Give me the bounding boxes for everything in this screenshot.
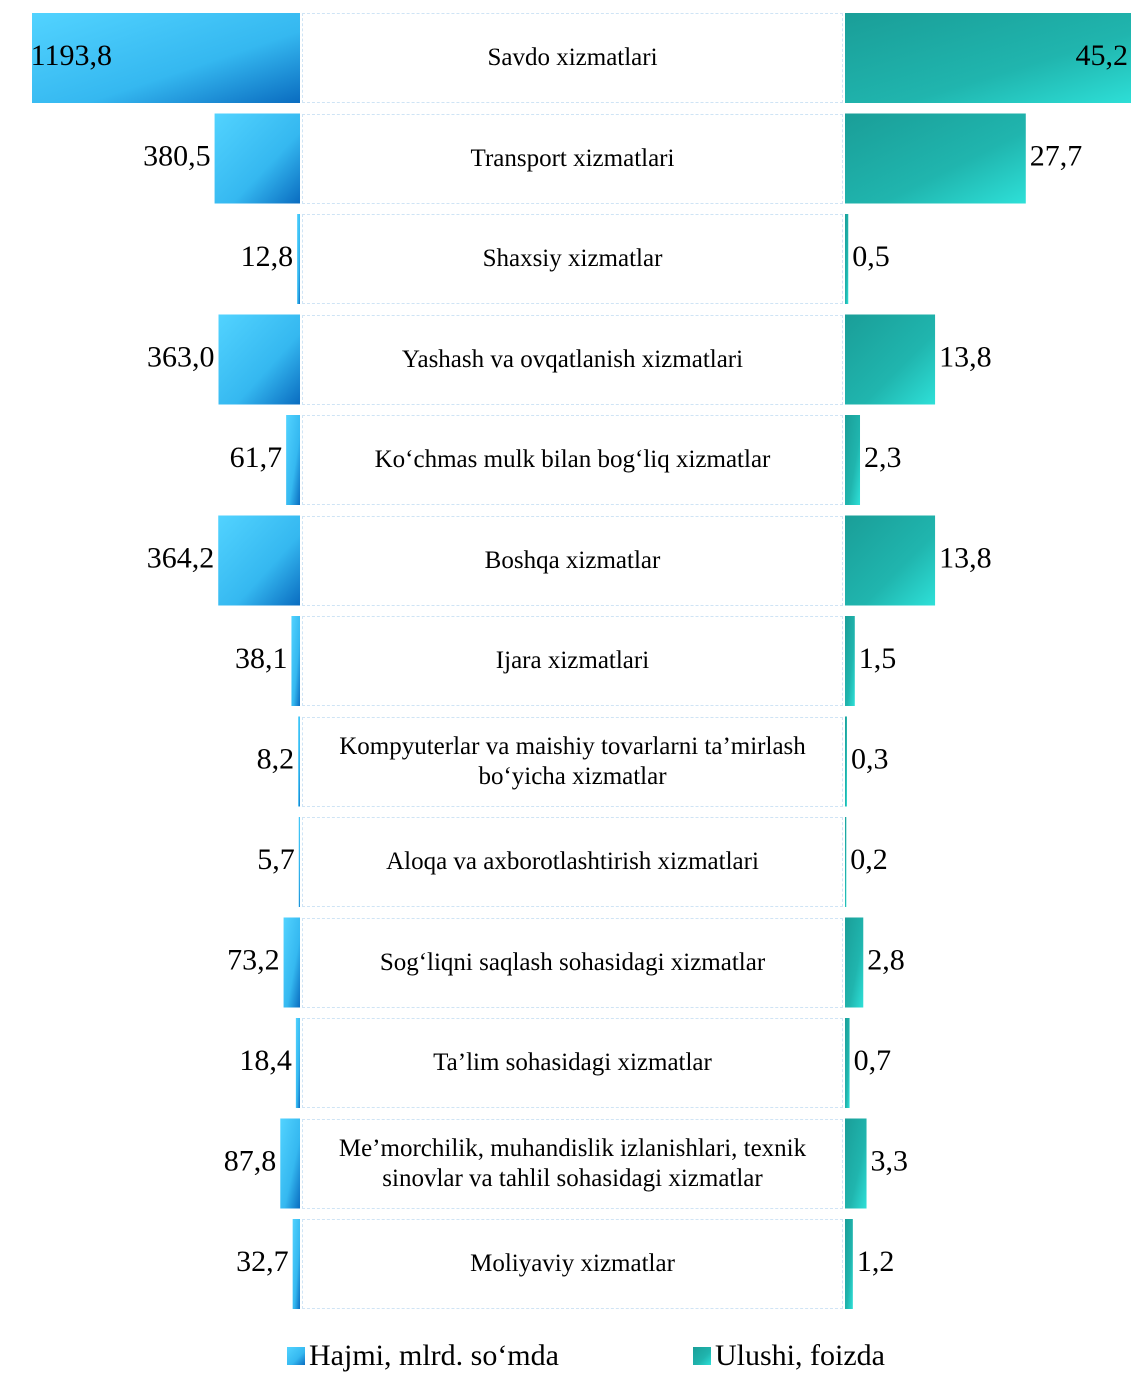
value-label: 12,8 <box>241 240 294 273</box>
category-label: Kompyuterlar va maishiy tovarlarni ta’mi… <box>302 716 843 807</box>
bar <box>845 1219 853 1309</box>
value-label: 38,1 <box>235 642 288 675</box>
bar <box>845 13 1131 103</box>
bar <box>286 415 300 505</box>
value-label: 364,2 <box>147 541 215 574</box>
bar <box>845 214 849 304</box>
bar <box>218 515 300 606</box>
bar <box>214 113 300 204</box>
bar <box>292 1219 300 1309</box>
category-label: Transport xizmatlari <box>302 113 843 204</box>
bar <box>845 917 864 1008</box>
bar <box>298 817 300 907</box>
bar <box>845 314 936 405</box>
value-label: 2,3 <box>864 441 902 474</box>
value-label: 0,5 <box>852 240 890 273</box>
value-label: 1193,8 <box>31 39 112 72</box>
bar <box>295 1018 300 1108</box>
legend-swatch <box>287 1347 305 1365</box>
bar <box>298 716 300 807</box>
value-label: 363,0 <box>147 340 215 373</box>
category-label: Sog‘liqni saqlash sohasidagi xizmatlar <box>302 917 843 1008</box>
value-label: 13,8 <box>939 340 992 373</box>
value-label: 32,7 <box>236 1245 289 1278</box>
category-label: Ko‘chmas mulk bilan bog‘liq xizmatlar <box>302 415 843 505</box>
bar <box>845 415 861 505</box>
bar <box>297 214 300 304</box>
value-label: 61,7 <box>230 441 283 474</box>
bar <box>845 113 1026 204</box>
bar <box>845 716 847 807</box>
value-label: 87,8 <box>224 1144 277 1177</box>
value-label: 1,2 <box>857 1245 895 1278</box>
value-label: 8,2 <box>257 742 295 775</box>
legend-swatch <box>693 1347 711 1365</box>
category-label: Aloqa va axborotlashtirish xizmatlari <box>302 817 843 907</box>
bar <box>218 314 300 405</box>
category-label: Boshqa xizmatlar <box>302 515 843 606</box>
category-label: Yashash va ovqatlanish xizmatlari <box>302 314 843 405</box>
bar <box>280 1118 300 1209</box>
category-label: Ijara xizmatlari <box>302 616 843 706</box>
bar <box>845 1018 850 1108</box>
value-label: 18,4 <box>239 1044 292 1077</box>
value-label: 13,8 <box>939 541 992 574</box>
value-label: 380,5 <box>143 139 211 172</box>
bar <box>32 13 300 103</box>
value-label: 5,7 <box>257 843 295 876</box>
value-label: 0,7 <box>854 1044 892 1077</box>
value-label: 73,2 <box>227 943 280 976</box>
value-label: 2,8 <box>867 943 905 976</box>
value-label: 3,3 <box>871 1144 909 1177</box>
bar <box>291 616 300 706</box>
category-label: Me’morchilik, muhandislik izlanishlari, … <box>302 1118 843 1209</box>
legend-label: Hajmi, mlrd. so‘mda <box>309 1339 559 1372</box>
category-label: Shaxsiy xizmatlar <box>302 214 843 304</box>
value-label: 0,3 <box>851 742 889 775</box>
value-label: 1,5 <box>859 642 897 675</box>
legend-label: Ulushi, foizda <box>715 1339 885 1372</box>
bar <box>845 515 936 606</box>
category-label: Savdo xizmatlari <box>302 13 843 103</box>
bar <box>283 917 300 1008</box>
bar <box>845 817 847 907</box>
category-label: Moliyaviy xizmatlar <box>302 1219 843 1309</box>
bar <box>845 616 855 706</box>
value-label: 0,2 <box>850 843 888 876</box>
category-label: Ta’lim sohasidagi xizmatlar <box>302 1018 843 1108</box>
bar <box>845 1118 867 1209</box>
value-label: 27,7 <box>1030 139 1083 172</box>
value-label: 45,2 <box>1076 39 1129 72</box>
